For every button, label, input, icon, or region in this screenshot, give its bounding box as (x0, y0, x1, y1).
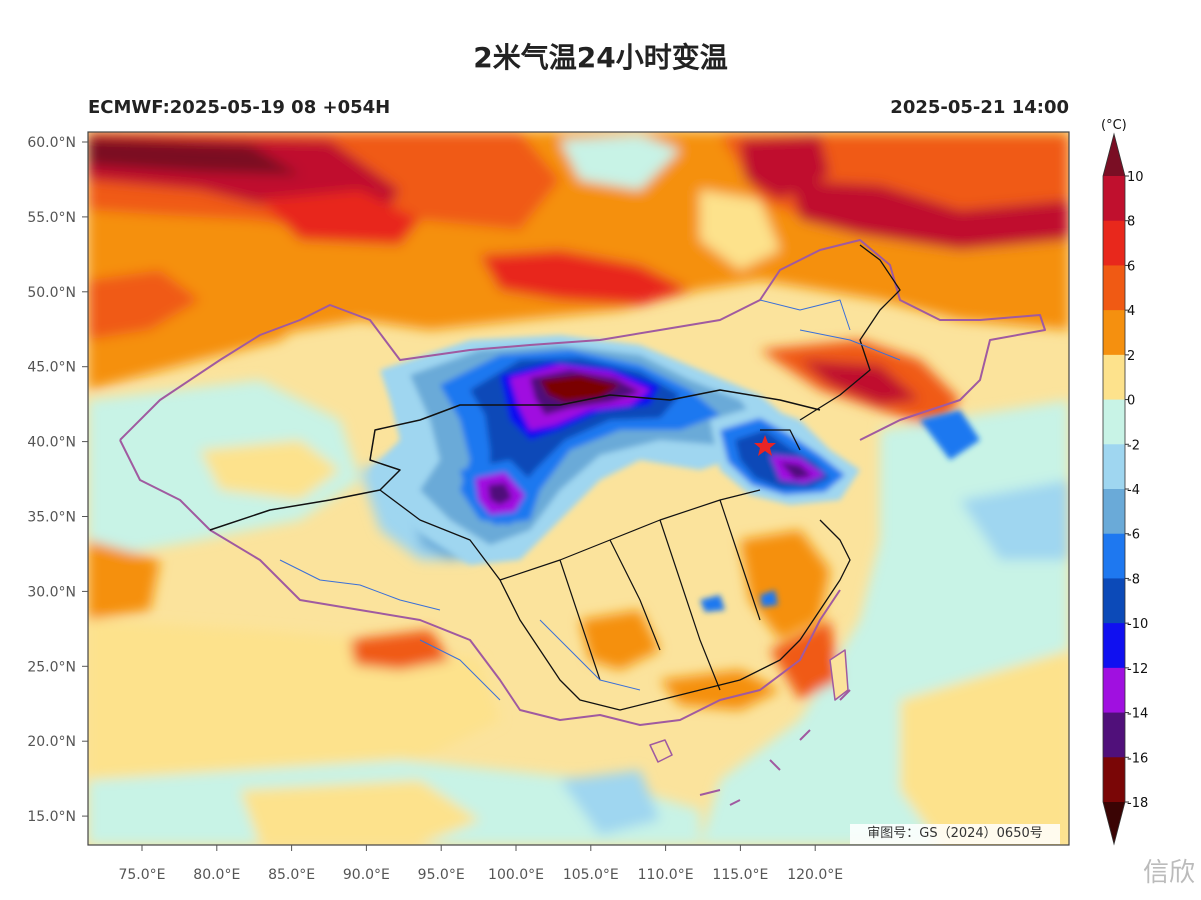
colorbar-unit: (°C) (1101, 118, 1127, 133)
colorbar: 10 8 6 4 2 0 -2 -4 -6 -8 -10 -12 -14 -16 -18 (1102, 132, 1148, 846)
colorbar-segment (1103, 176, 1125, 222)
colorbar-tick-label: 6 (1127, 259, 1135, 274)
lat-tick-label: 60.0°N (27, 135, 76, 151)
watermark-text: 信欣 (1142, 858, 1195, 888)
longitude-axis: 75.0°E 80.0°E 85.0°E 90.0°E 95.0°E 100.0°E 105… (118, 845, 843, 883)
colorbar-tick-label: 0 (1127, 394, 1135, 409)
beijing-marker (754, 435, 776, 456)
colorbar-segment (1103, 265, 1125, 311)
lon-tick-label: 105.0°E (563, 867, 619, 883)
colorbar-segment (1103, 712, 1125, 758)
valid-time-label: 2025-05-21 14:00 (890, 97, 1069, 118)
colorbar-tick-label: -4 (1127, 483, 1140, 498)
colorbar-segment (1103, 220, 1125, 266)
colorbar-segment (1103, 399, 1125, 445)
colorbar-top-arrow (1103, 134, 1125, 176)
colorbar-segment (1103, 667, 1125, 714)
lat-tick-label: 50.0°N (27, 285, 76, 301)
colorbar-segment (1103, 310, 1125, 356)
lon-tick-label: 115.0°E (712, 867, 768, 883)
lon-tick-label: 110.0°E (638, 867, 694, 883)
colorbar-segment (1103, 757, 1125, 803)
temperature-change-field (88, 132, 1069, 845)
colorbar-segment (1103, 623, 1125, 669)
lon-tick-label: 120.0°E (787, 867, 843, 883)
lat-tick-label: 30.0°N (27, 584, 76, 600)
colorbar-segment (1103, 444, 1125, 490)
colorbar-tick-label: 10 (1127, 170, 1144, 185)
model-run-label: ECMWF:2025-05-19 08 +054H (88, 97, 391, 118)
colorbar-tick-label: -6 (1127, 528, 1140, 543)
map-approval-number: 审图号：GS（2024）0650号 (850, 824, 1060, 844)
colorbar-segment (1103, 533, 1125, 579)
lon-tick-label: 90.0°E (343, 867, 390, 883)
colorbar-tick-label: -10 (1127, 617, 1148, 632)
colorbar-segment (1103, 578, 1125, 624)
lat-tick-label: 35.0°N (27, 510, 76, 526)
colorbar-tick-label: -16 (1127, 751, 1148, 766)
colorbar-bottom-arrow (1103, 802, 1125, 844)
lat-tick-label: 20.0°N (27, 734, 76, 750)
map-frame (87, 131, 1070, 846)
colorbar-tick-label: 8 (1127, 215, 1135, 230)
lon-tick-label: 95.0°E (418, 867, 465, 883)
colorbar-tick-label: -14 (1127, 707, 1148, 722)
lat-tick-label: 15.0°N (27, 809, 76, 825)
lat-tick-label: 25.0°N (27, 659, 76, 675)
colorbar-tick-label: -18 (1127, 796, 1148, 811)
lat-tick-label: 55.0°N (27, 210, 76, 226)
colorbar-segment (1103, 489, 1125, 535)
map-title: 2米气温24小时变温 (473, 41, 728, 74)
colorbar-segment (1103, 354, 1125, 401)
latitude-axis: 60.0°N 55.0°N 50.0°N 45.0°N 40.0°N 35.0°N 30.0… (27, 135, 88, 825)
lon-tick-label: 75.0°E (118, 867, 165, 883)
colorbar-tick-label: -2 (1127, 438, 1140, 453)
colorbar-tick-label: -8 (1127, 572, 1140, 587)
lon-tick-label: 80.0°E (193, 867, 240, 883)
lon-tick-label: 100.0°E (488, 867, 544, 883)
colorbar-tick-label: 2 (1127, 349, 1135, 364)
colorbar-tick-label: 4 (1127, 304, 1135, 319)
lat-tick-label: 45.0°N (27, 360, 76, 376)
lat-tick-label: 40.0°N (27, 435, 76, 451)
lon-tick-label: 85.0°E (268, 867, 315, 883)
colorbar-tick-label: -12 (1127, 662, 1148, 677)
